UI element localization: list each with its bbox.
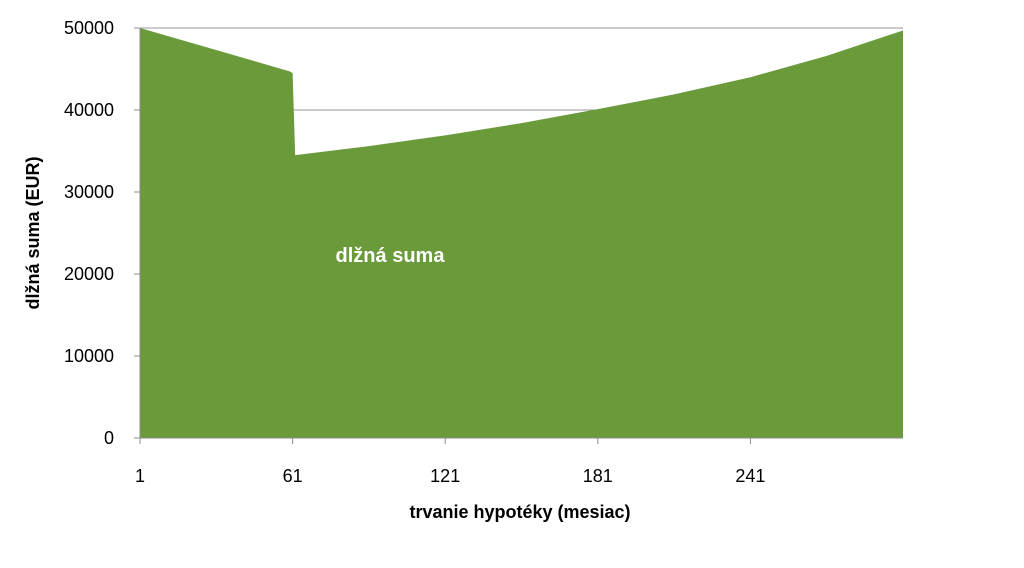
x-tick-label: 61 bbox=[283, 466, 303, 486]
x-tick-label: 121 bbox=[430, 466, 460, 486]
x-tick-labels: 1 61 121 181 241 bbox=[135, 438, 765, 486]
series-label: dlžná suma bbox=[336, 245, 446, 267]
x-tick-label: 181 bbox=[583, 466, 613, 486]
x-tick-label: 241 bbox=[735, 466, 765, 486]
x-tick-label: 1 bbox=[135, 466, 145, 486]
y-tick-label: 30000 bbox=[64, 182, 114, 202]
y-tick-label: 40000 bbox=[64, 100, 114, 120]
y-tick-label: 20000 bbox=[64, 264, 114, 284]
y-tick-label: 50000 bbox=[64, 18, 114, 38]
series-area bbox=[140, 28, 903, 438]
y-tick-labels: 0 10000 20000 30000 40000 50000 bbox=[64, 18, 140, 448]
y-tick-label: 10000 bbox=[64, 346, 114, 366]
y-axis-title: dlžná suma (EUR) bbox=[23, 156, 43, 309]
y-tick-label: 0 bbox=[104, 428, 114, 448]
x-axis-title: trvanie hypotéky (mesiac) bbox=[409, 502, 630, 522]
axes bbox=[139, 28, 903, 439]
